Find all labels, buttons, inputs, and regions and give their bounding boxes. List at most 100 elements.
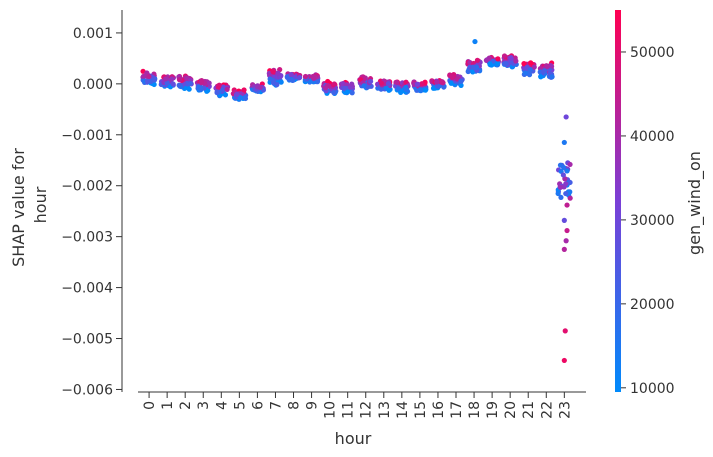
- y-axis-title-line-2: hour: [31, 186, 50, 223]
- colorbar-tick-label: 40000: [630, 129, 675, 145]
- data-point: [567, 179, 573, 186]
- data-point: [422, 87, 429, 93]
- data-point: [474, 57, 480, 63]
- y-tick-label: −0.002: [61, 179, 113, 195]
- x-tick-label: 8: [287, 401, 303, 410]
- data-point: [540, 68, 547, 75]
- y-tick-label: −0.003: [61, 230, 113, 246]
- data-point: [567, 161, 573, 168]
- colorbar-label: gen_wind_on: [685, 151, 705, 255]
- data-point: [267, 76, 273, 82]
- x-tick-label: 18: [467, 401, 483, 419]
- data-point: [274, 82, 280, 88]
- data-point: [449, 74, 455, 81]
- data-point: [430, 85, 437, 91]
- data-point: [275, 70, 281, 76]
- data-point: [257, 84, 263, 91]
- x-tick-label: 17: [449, 401, 465, 419]
- data-point: [164, 80, 170, 86]
- data-point: [403, 87, 409, 93]
- y-tick-label: 0.000: [73, 77, 113, 93]
- data-point: [508, 55, 514, 61]
- colorbar-tick-label: 50000: [630, 45, 675, 61]
- data-point: [140, 73, 147, 79]
- data-point: [562, 328, 568, 334]
- colorbar-tick-label: 30000: [630, 213, 675, 229]
- data-point: [302, 73, 309, 80]
- x-tick-label: 19: [485, 401, 501, 419]
- data-point: [331, 81, 337, 87]
- data-point: [495, 56, 501, 62]
- y-tick-label: −0.006: [61, 382, 113, 398]
- data-point: [494, 60, 501, 66]
- x-tick-label: 21: [521, 401, 537, 419]
- x-tick-label: 22: [539, 401, 555, 419]
- scatter-points: [140, 38, 573, 364]
- x-tick-label: 15: [413, 401, 429, 419]
- data-point: [417, 87, 423, 93]
- data-point: [419, 81, 425, 87]
- data-point: [403, 79, 409, 85]
- data-point: [521, 61, 527, 67]
- data-point: [438, 79, 444, 85]
- x-tick-label: 13: [377, 401, 393, 419]
- x-tick-label: 20: [503, 401, 519, 419]
- colorbar-ticks: 10000 20000 30000 40000 50000: [621, 45, 675, 397]
- data-point: [526, 72, 533, 78]
- data-point: [561, 164, 567, 171]
- data-point: [278, 79, 284, 85]
- y-axis-title-line-1: SHAP value for: [9, 148, 28, 267]
- x-axis-ticks: 0 1 2 3 4 5 6 7 8 9 10 11 12 13 14 15 16 17 18 19 20 21 22 23: [142, 392, 573, 419]
- x-tick-label: 6: [250, 401, 266, 410]
- data-point: [151, 77, 158, 83]
- data-point: [186, 86, 192, 92]
- data-point: [198, 79, 204, 86]
- data-point: [549, 74, 555, 80]
- x-tick-label: 2: [178, 401, 194, 410]
- colorbar: [615, 10, 621, 392]
- x-tick-label: 9: [305, 401, 321, 410]
- data-point: [176, 77, 183, 83]
- data-point: [215, 84, 221, 90]
- data-point: [331, 90, 337, 96]
- data-point: [206, 80, 212, 86]
- data-point: [385, 81, 391, 87]
- x-tick-label: 3: [196, 401, 212, 410]
- data-point: [176, 82, 182, 88]
- data-point: [198, 86, 204, 92]
- data-point: [242, 95, 249, 102]
- data-point: [367, 78, 374, 85]
- data-point: [322, 85, 329, 91]
- y-tick-label: −0.001: [61, 128, 113, 144]
- x-tick-label: 14: [395, 401, 411, 419]
- data-point: [224, 86, 230, 93]
- x-tick-label: 11: [341, 401, 357, 419]
- x-tick-label: 5: [232, 401, 248, 410]
- y-tick-label: 0.001: [73, 26, 113, 42]
- x-tick-label: 12: [359, 401, 375, 419]
- x-tick-label: 10: [323, 401, 339, 419]
- data-point: [361, 83, 367, 89]
- data-point: [465, 68, 471, 75]
- data-point: [563, 114, 569, 120]
- data-point: [398, 89, 404, 95]
- data-point: [448, 80, 454, 86]
- data-point: [325, 78, 331, 85]
- colorbar-tick-label: 20000: [630, 297, 675, 313]
- data-point: [270, 68, 276, 74]
- data-point: [470, 64, 476, 70]
- data-point: [487, 61, 493, 67]
- data-point: [414, 81, 421, 87]
- data-point: [555, 190, 561, 197]
- data-point: [563, 190, 569, 197]
- data-point: [561, 246, 567, 252]
- data-point: [386, 87, 392, 93]
- data-point: [169, 76, 175, 82]
- x-axis-title: hour: [335, 429, 372, 448]
- data-point: [214, 89, 220, 95]
- x-tick-label: 23: [557, 401, 573, 419]
- data-point: [310, 75, 317, 81]
- data-point: [146, 73, 152, 80]
- data-point: [501, 53, 508, 59]
- data-point: [234, 91, 240, 97]
